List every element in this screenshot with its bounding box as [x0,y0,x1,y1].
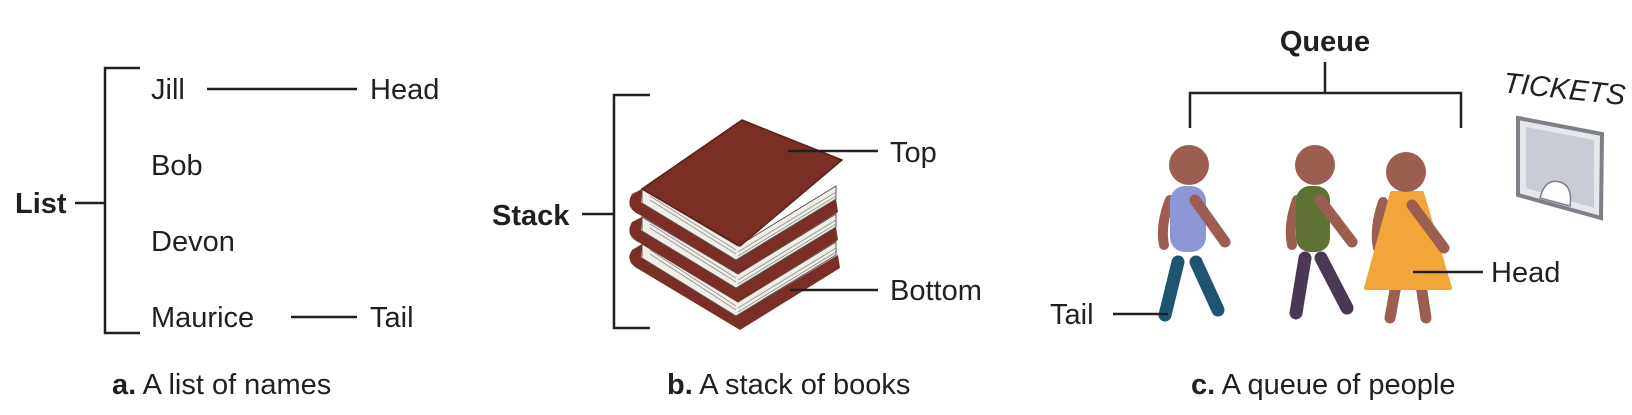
list-bracket [103,66,140,335]
stack-caption-letter: b. [667,369,693,401]
ticket-window: TICKETS [1502,67,1628,221]
list-item-bob: Bob [151,150,203,182]
person-tail [1157,145,1231,322]
queue-bracket [1188,91,1463,128]
stack-bottom-label: Bottom [890,275,982,307]
panel-list: List Jill Bob Devon Maurice Head Tail a.… [15,66,439,401]
list-head-label: Head [370,74,439,106]
stack-title: Stack [492,200,570,232]
stack-top-label: Top [890,137,937,169]
list-item-maurice: Maurice [151,302,254,334]
queue-tail-label: Tail [1050,299,1094,331]
list-item-devon: Devon [151,226,235,258]
list-tail-label: Tail [370,302,414,334]
stack-bracket [612,93,650,330]
queue-caption-text: A queue of people [1215,369,1455,401]
list-title: List [15,188,67,220]
panel-queue: Queue [1050,26,1628,401]
list-caption-text: A list of names [136,369,331,401]
queue-title: Queue [1280,26,1370,58]
person-head [1364,152,1452,324]
book-bottom [629,241,840,330]
queue-head-label: Head [1491,257,1560,289]
list-caption-letter: a. [112,369,136,401]
person-middle [1285,145,1358,320]
book-middle [629,213,838,302]
stack-caption-text: A stack of books [693,369,911,401]
list-item-jill: Jill [151,74,185,106]
queue-caption-letter: c. [1191,369,1215,401]
panel-stack: Stack [492,93,982,401]
stack-caption: b. A stack of books [667,369,910,401]
queue-caption: c. A queue of people [1191,369,1455,401]
list-caption: a. A list of names [112,369,331,401]
tickets-sign: TICKETS [1502,67,1628,112]
